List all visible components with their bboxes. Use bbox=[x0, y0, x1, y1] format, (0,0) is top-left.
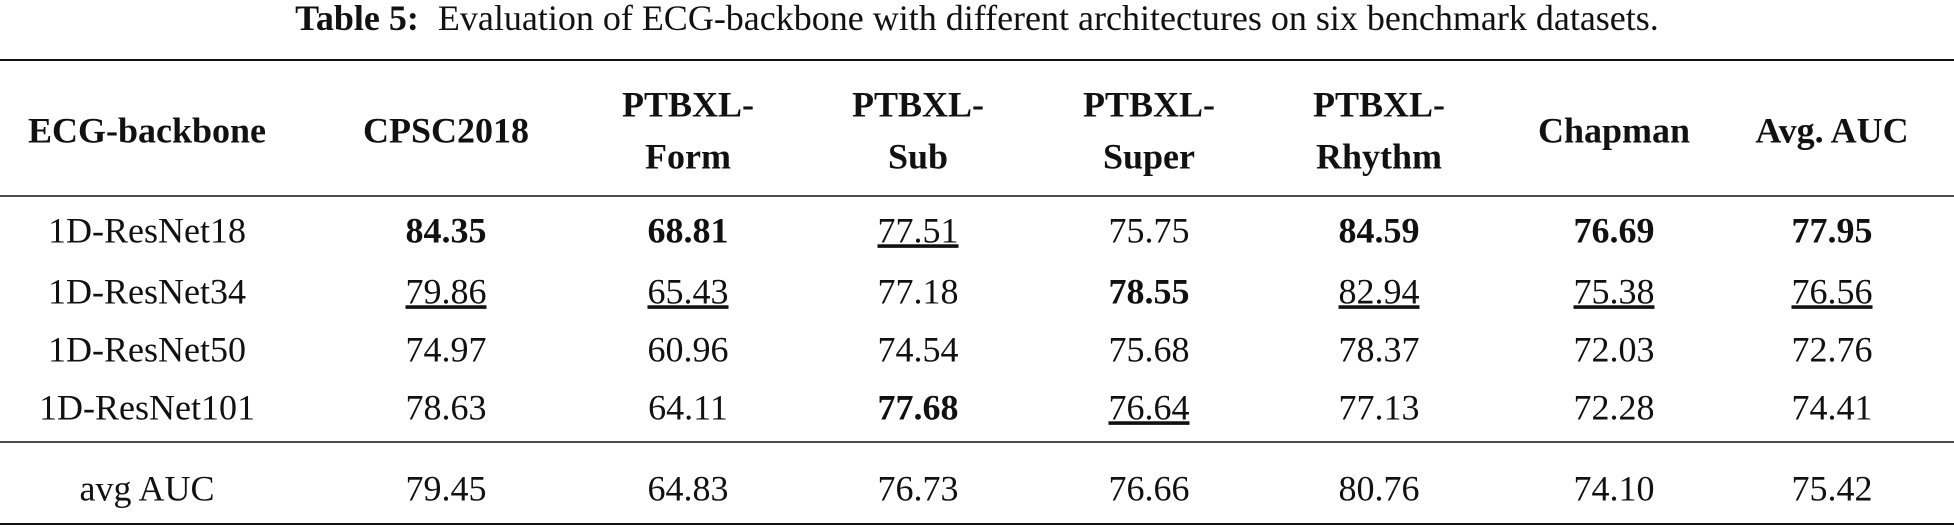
cell: 84.59 bbox=[1339, 210, 1420, 250]
cell: 77.18 bbox=[878, 271, 959, 311]
caption-label: Table 5: bbox=[295, 0, 419, 38]
column-header: Rhythm bbox=[1316, 136, 1442, 176]
column-header: PTBXL- bbox=[852, 84, 984, 124]
column-header: Chapman bbox=[1538, 110, 1690, 150]
cell: 77.13 bbox=[1339, 387, 1420, 427]
footer-cell: 75.42 bbox=[1792, 468, 1873, 508]
footer-cell: 74.10 bbox=[1574, 468, 1655, 508]
column-header: PTBXL- bbox=[1083, 84, 1215, 124]
column-header: ECG-backbone bbox=[28, 110, 266, 150]
cell: 60.96 bbox=[648, 329, 729, 369]
cell: 75.38 bbox=[1574, 271, 1655, 311]
cell: 72.03 bbox=[1574, 329, 1655, 369]
footer-cell: 64.83 bbox=[648, 468, 729, 508]
cell: 78.55 bbox=[1109, 271, 1190, 311]
cell: 75.75 bbox=[1109, 210, 1190, 250]
cell: 76.64 bbox=[1109, 387, 1190, 427]
row-label: 1D-ResNet50 bbox=[48, 329, 246, 369]
column-header: PTBXL- bbox=[1313, 84, 1445, 124]
column-header: Super bbox=[1103, 136, 1195, 176]
cell: 77.68 bbox=[878, 387, 959, 427]
caption: Table 5: Evaluation of ECG-backbone with… bbox=[295, 0, 1659, 38]
caption-text: Evaluation of ECG-backbone with differen… bbox=[438, 0, 1659, 38]
cell: 72.28 bbox=[1574, 387, 1655, 427]
cell: 68.81 bbox=[648, 210, 729, 250]
column-header: CPSC2018 bbox=[363, 110, 529, 150]
cell: 82.94 bbox=[1339, 271, 1420, 311]
cell: 78.63 bbox=[406, 387, 487, 427]
column-header: PTBXL- bbox=[622, 84, 754, 124]
row-label: 1D-ResNet101 bbox=[39, 387, 255, 427]
column-header: Avg. AUC bbox=[1755, 110, 1908, 150]
cell: 65.43 bbox=[648, 271, 729, 311]
footer-cell: 79.45 bbox=[406, 468, 487, 508]
cell: 77.95 bbox=[1792, 210, 1873, 250]
cell: 64.11 bbox=[648, 387, 728, 427]
cell: 76.56 bbox=[1792, 271, 1873, 311]
column-header: Sub bbox=[888, 136, 948, 176]
row-label: 1D-ResNet18 bbox=[48, 210, 246, 250]
cell: 74.41 bbox=[1792, 387, 1873, 427]
cell: 74.97 bbox=[406, 329, 487, 369]
footer-cell: 76.73 bbox=[878, 468, 959, 508]
cell: 72.76 bbox=[1792, 329, 1873, 369]
footer-cell: 76.66 bbox=[1109, 468, 1190, 508]
cell: 74.54 bbox=[878, 329, 959, 369]
row-label: 1D-ResNet34 bbox=[48, 271, 246, 311]
cell: 79.86 bbox=[406, 271, 487, 311]
footer-cell: 80.76 bbox=[1339, 468, 1420, 508]
cell: 75.68 bbox=[1109, 329, 1190, 369]
column-header: Form bbox=[645, 136, 731, 176]
cell: 76.69 bbox=[1574, 210, 1655, 250]
cell: 84.35 bbox=[406, 210, 487, 250]
cell: 78.37 bbox=[1339, 329, 1420, 369]
cell: 77.51 bbox=[878, 210, 959, 250]
footer-label: avg AUC bbox=[80, 468, 215, 508]
